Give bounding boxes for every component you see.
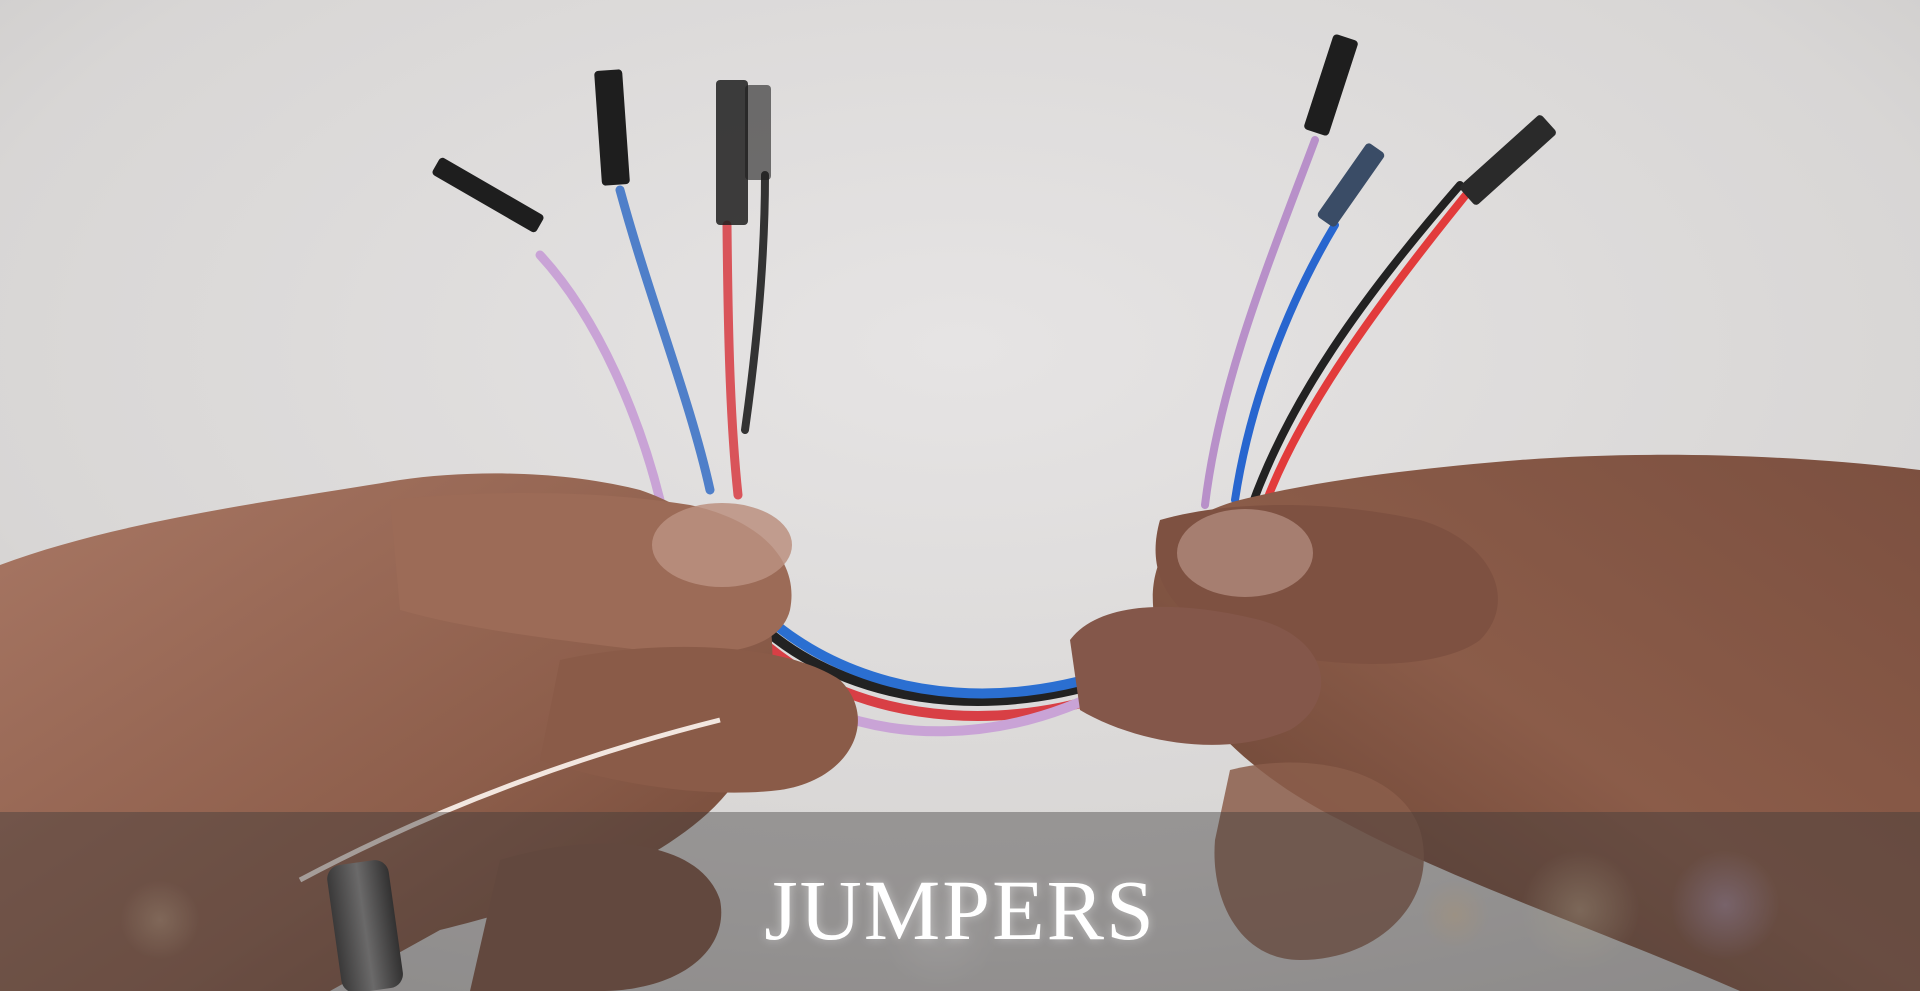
ring: [327, 860, 403, 991]
left-lower-finger: [470, 843, 722, 991]
wire-purple-right: [1201, 136, 1319, 509]
right-finger: [1070, 606, 1322, 745]
jumper-wires-left: [535, 171, 769, 505]
right-lower-finger: [1214, 762, 1424, 960]
caption-title: JUMPERS: [764, 862, 1156, 958]
connector-blue-right: [1317, 143, 1385, 227]
connector-black-left: [745, 85, 771, 180]
jumper-wires-right: [1201, 136, 1482, 509]
connector-red-left: [716, 80, 748, 225]
connector-purple-left: [432, 157, 544, 233]
jumper-connectors: [432, 34, 1556, 233]
left-hand: [0, 473, 858, 991]
wire-blue-right: [1231, 221, 1339, 504]
wire-blue-left: [615, 185, 715, 495]
connector-purple-right: [1304, 34, 1358, 136]
connector-blue-left: [594, 69, 630, 186]
left-thumbnail: [652, 503, 792, 587]
caption-bar: [0, 812, 1920, 991]
thin-cable: [298, 717, 721, 883]
connector-red-right: [1460, 115, 1556, 205]
wire-red-left: [722, 220, 743, 500]
left-finger: [540, 646, 858, 793]
wire-black-right: [1248, 181, 1464, 509]
wire-red-right: [1261, 176, 1482, 509]
wire-black-left: [741, 171, 769, 434]
right-hand: [1070, 454, 1920, 991]
wire-purple-left: [535, 250, 665, 505]
right-thumbnail: [1177, 509, 1313, 597]
